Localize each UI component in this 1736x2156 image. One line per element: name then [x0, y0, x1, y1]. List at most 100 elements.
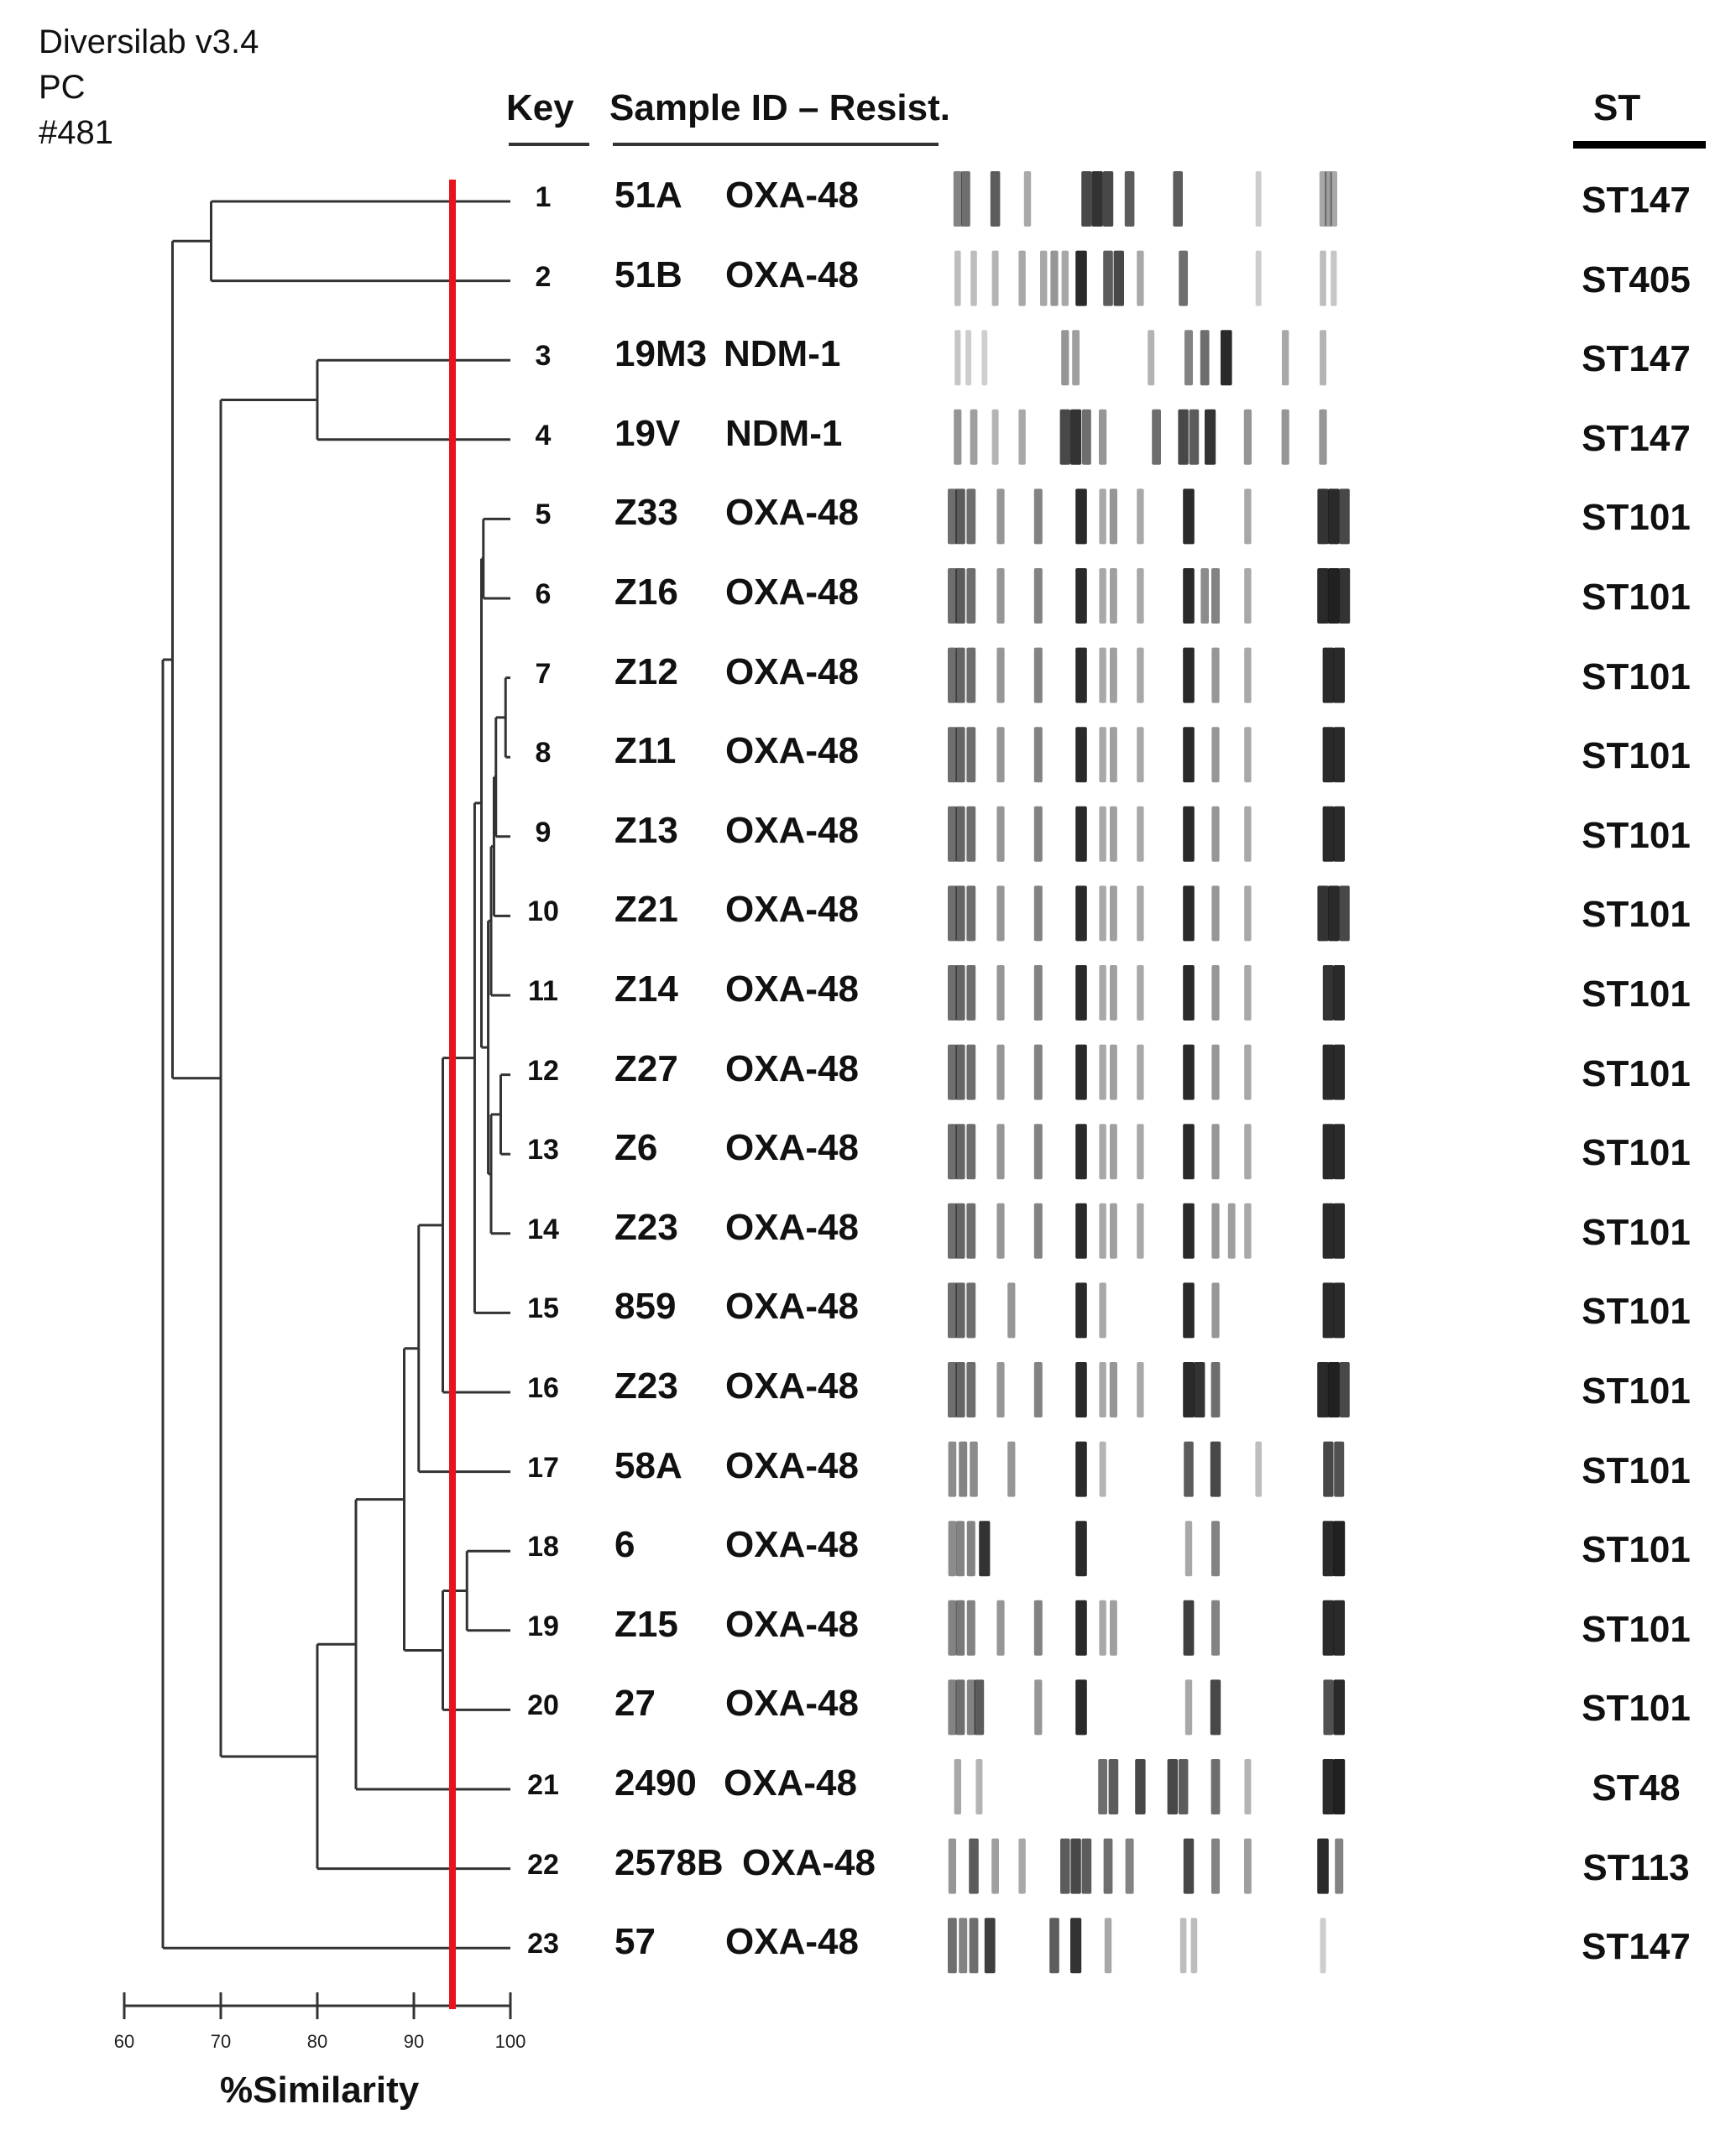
gel-band	[991, 1838, 999, 1894]
gel-band	[1255, 171, 1262, 227]
gel-band	[1322, 1124, 1335, 1180]
gel-band	[1281, 409, 1289, 465]
gel-band	[1110, 568, 1117, 624]
gel-band	[1099, 965, 1106, 1021]
gel-band	[955, 727, 965, 783]
gel-band	[1137, 806, 1144, 862]
sample-column-header: Sample ID – Resist.	[609, 87, 950, 128]
gel-band	[1081, 1838, 1092, 1894]
gel-band	[955, 647, 965, 703]
sample-key: 18	[527, 1531, 559, 1563]
gel-band	[1339, 1362, 1350, 1417]
gel-band	[996, 568, 1005, 624]
gel-band	[1325, 171, 1332, 227]
gel-band	[948, 488, 957, 545]
gel-band	[1221, 330, 1232, 386]
gel-band	[1075, 1044, 1087, 1100]
gel-band	[1330, 171, 1337, 227]
gel-band	[1110, 965, 1117, 1021]
gel-band	[1103, 250, 1113, 306]
gel-band	[996, 647, 1005, 703]
gel-band	[1322, 806, 1335, 862]
gel-band	[1211, 1521, 1220, 1577]
gel-band	[948, 1600, 957, 1656]
gel-band	[1075, 1124, 1087, 1180]
gel-band	[1211, 806, 1220, 862]
gel-band	[955, 806, 965, 862]
gel-band	[955, 488, 965, 545]
gel-band	[1184, 1441, 1194, 1497]
gel-band	[966, 1362, 976, 1417]
gel-band	[959, 1441, 968, 1497]
sample-id: Z23	[614, 1206, 678, 1248]
sample-key: 9	[535, 816, 552, 848]
gel-band	[1319, 171, 1327, 227]
gel-band	[1183, 568, 1195, 624]
sequence-type: ST101	[1582, 1291, 1691, 1333]
gel-band	[948, 1124, 957, 1180]
gel-band	[1075, 1362, 1087, 1417]
gel-band	[1200, 568, 1209, 624]
gel-band	[966, 885, 976, 942]
gel-band	[1183, 1838, 1195, 1894]
sample-key: 14	[527, 1213, 559, 1245]
gel-band	[1194, 1362, 1205, 1417]
resistance-gene: NDM-1	[725, 412, 843, 454]
gel-band	[948, 965, 957, 1021]
sample-key: 8	[535, 737, 552, 770]
gel-band	[1210, 1759, 1221, 1814]
gel-band	[1137, 488, 1144, 545]
gel-band	[996, 965, 1005, 1021]
gel-band	[1113, 250, 1124, 306]
gel-band	[1317, 885, 1329, 942]
gel-band	[1244, 1838, 1252, 1894]
gel-band	[1110, 1124, 1117, 1180]
gel-band	[1244, 806, 1252, 862]
resistance-gene: OXA-48	[725, 1603, 859, 1645]
gel-band	[1033, 1600, 1043, 1656]
sequence-type: ST101	[1582, 1132, 1691, 1174]
gel-band	[1178, 1759, 1189, 1814]
gel-band	[1227, 1203, 1236, 1259]
gel-band	[970, 250, 977, 306]
gel-band	[979, 1521, 991, 1577]
gel-band	[996, 1203, 1005, 1259]
sample-key: 4	[535, 419, 552, 452]
gel-band	[966, 1600, 975, 1656]
gel-band	[948, 1441, 957, 1497]
gel-band	[966, 1679, 975, 1736]
resistance-gene: OXA-48	[725, 1683, 859, 1725]
gel-band	[1033, 727, 1043, 783]
gel-band	[1099, 1282, 1106, 1339]
gel-band	[1033, 806, 1043, 862]
sample-id: 57	[614, 1921, 656, 1963]
gel-band	[1109, 1362, 1117, 1417]
sequence-type: ST101	[1582, 1052, 1691, 1094]
gel-band	[1137, 965, 1144, 1021]
gel-band	[1333, 1203, 1345, 1259]
sample-id: Z33	[614, 492, 678, 534]
sample-key: 15	[527, 1292, 559, 1325]
gel-band	[1317, 568, 1329, 624]
axis-title: %Similarity	[220, 2070, 420, 2111]
axis-tick-label: 60	[114, 2031, 134, 2052]
sequence-type: ST101	[1582, 894, 1691, 936]
gel-band	[1333, 965, 1345, 1021]
gel-band	[996, 727, 1005, 783]
gel-band	[1034, 1679, 1043, 1736]
sample-key: 10	[527, 895, 559, 928]
gel-band	[1099, 727, 1106, 783]
gel-band	[1075, 568, 1087, 624]
gel-band	[948, 1282, 957, 1339]
gel-band	[954, 330, 961, 386]
gel-band	[1007, 1282, 1016, 1339]
sample-id: 51B	[614, 253, 682, 295]
resistance-gene: OXA-48	[725, 730, 859, 772]
gel-band	[1125, 1838, 1134, 1894]
gel-band	[1211, 1838, 1220, 1894]
resistance-gene: OXA-48	[725, 1127, 859, 1169]
gel-band	[955, 568, 965, 624]
gel-band	[1110, 885, 1117, 942]
gel-band	[1322, 1759, 1335, 1814]
gel-band	[1098, 1759, 1107, 1814]
